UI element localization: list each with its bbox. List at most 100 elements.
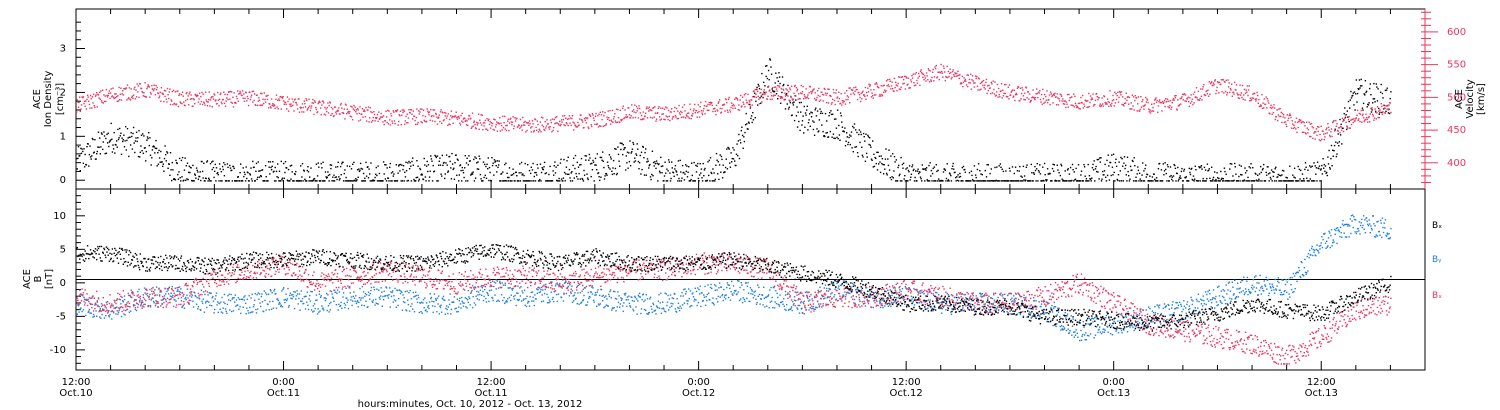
density-series-point xyxy=(552,170,554,172)
density-series-point xyxy=(818,119,821,121)
density-series-point xyxy=(1108,165,1110,167)
velocity-series-point xyxy=(878,87,880,89)
velocity-series-point xyxy=(1387,109,1390,111)
velocity-series-point xyxy=(527,122,529,124)
density-series-point xyxy=(890,178,893,181)
density-series-point xyxy=(1342,127,1344,129)
velocity-series-point xyxy=(592,117,595,119)
velocity-series-point xyxy=(1232,91,1235,93)
density-series-point xyxy=(1014,166,1017,168)
density-series-point xyxy=(1197,180,1200,182)
by-series-point xyxy=(117,311,120,313)
density-series-point xyxy=(485,177,488,179)
velocity-series-point xyxy=(818,100,821,102)
velocity-series-point xyxy=(267,107,270,109)
velocity-series-point xyxy=(1377,116,1379,119)
velocity-series-point xyxy=(1339,132,1341,134)
by-series-point xyxy=(180,300,183,302)
velocity-series-point xyxy=(762,93,764,95)
density-series-point xyxy=(157,163,160,165)
velocity-series-point xyxy=(388,110,390,112)
velocity-series-point xyxy=(319,107,322,109)
density-series-point xyxy=(603,166,605,169)
by-series-point xyxy=(166,297,169,299)
velocity-series-point xyxy=(1169,99,1172,102)
velocity-series-point xyxy=(784,95,787,97)
velocity-series-point xyxy=(412,118,414,120)
density-series-point xyxy=(685,164,687,166)
velocity-series-point xyxy=(132,94,135,96)
by-series-point xyxy=(91,303,94,306)
density-series-point xyxy=(89,145,91,147)
velocity-series-point xyxy=(757,95,759,98)
velocity-series-point xyxy=(392,122,394,124)
by-series-point xyxy=(249,311,252,314)
velocity-series-point xyxy=(1119,90,1121,93)
velocity-series-point xyxy=(715,113,717,116)
density-series-point xyxy=(233,167,235,170)
velocity-series-point xyxy=(1176,109,1178,111)
velocity-series-point xyxy=(698,116,701,118)
by-series-point xyxy=(116,298,118,300)
density-series-point xyxy=(678,180,681,182)
velocity-series-point xyxy=(188,104,190,106)
density-series-point xyxy=(497,166,499,168)
velocity-series-point xyxy=(767,95,769,97)
density-series-point xyxy=(199,171,201,173)
density-series-point xyxy=(1221,180,1224,182)
density-series-point xyxy=(755,100,757,102)
velocity-series-point xyxy=(1039,98,1042,101)
velocity-series-point xyxy=(1192,93,1195,95)
density-series-point xyxy=(445,162,447,164)
velocity-series-point xyxy=(303,111,305,113)
density-series-point xyxy=(146,139,148,141)
density-series-point xyxy=(769,59,772,61)
velocity-series-point xyxy=(997,87,1000,90)
density-series-point xyxy=(1278,174,1281,176)
density-series-point xyxy=(313,178,316,180)
velocity-series-point xyxy=(1020,92,1023,95)
density-series-point xyxy=(204,180,206,182)
density-series-point xyxy=(652,175,654,177)
density-series-point xyxy=(505,180,508,182)
density-series-point xyxy=(589,157,591,159)
density-series-point xyxy=(494,160,497,162)
density-series-point xyxy=(258,170,260,172)
velocity-series-point xyxy=(510,117,512,120)
density-series-point xyxy=(1137,169,1140,172)
density-series-point xyxy=(878,155,881,157)
density-series-point xyxy=(1277,173,1279,176)
density-series-point xyxy=(477,161,479,163)
density-series-point xyxy=(523,180,526,182)
velocity-series-point xyxy=(941,70,943,73)
density-series-point xyxy=(1321,173,1324,175)
velocity-series-point xyxy=(717,110,719,112)
density-series-point xyxy=(513,172,515,175)
velocity-series-point xyxy=(1188,105,1190,108)
velocity-series-point xyxy=(903,82,905,85)
velocity-series-point xyxy=(1248,85,1250,87)
velocity-series-point xyxy=(1216,86,1218,89)
density-series-point xyxy=(1004,180,1006,182)
velocity-series-point xyxy=(744,106,746,108)
density-series-point xyxy=(226,163,229,165)
by-series-point xyxy=(95,310,97,312)
velocity-series-point xyxy=(359,106,361,108)
density-series-point xyxy=(1366,106,1368,108)
velocity-series-point xyxy=(862,90,864,92)
by-series-point xyxy=(188,303,190,305)
velocity-series-point xyxy=(1270,107,1273,109)
density-series-point xyxy=(528,169,531,172)
density-series-point xyxy=(1215,180,1218,182)
by-series-point xyxy=(162,298,164,300)
velocity-series-point xyxy=(553,126,555,129)
density-series-point xyxy=(375,166,377,169)
velocity-series-point xyxy=(1038,92,1040,94)
density-series-point xyxy=(1256,180,1258,182)
velocity-series-point xyxy=(163,89,166,92)
by-series-point xyxy=(232,310,235,312)
density-series-point xyxy=(605,172,608,175)
velocity-series-point xyxy=(217,99,219,101)
density-series-point xyxy=(924,168,927,170)
density-series-point xyxy=(731,161,733,163)
